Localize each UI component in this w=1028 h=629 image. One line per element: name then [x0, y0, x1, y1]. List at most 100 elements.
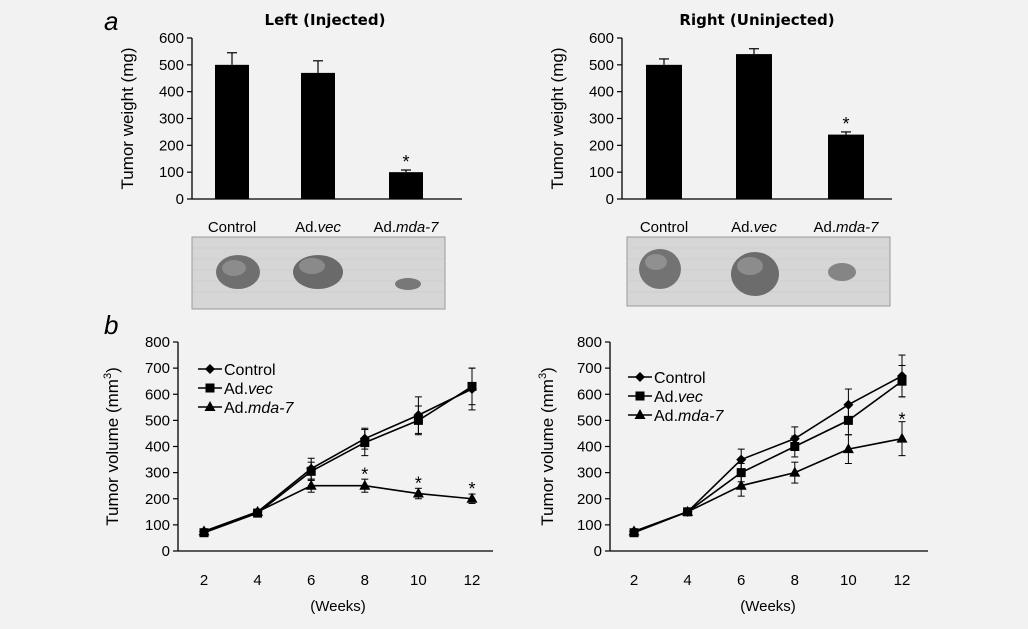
- chart-title: Left (Injected): [265, 11, 386, 29]
- y-tick-label: 200: [577, 491, 602, 508]
- chart-line_right: 0 100 200 300 400 500 600 700 800 Tumor volume (m…: [537, 334, 928, 615]
- data-point: [735, 479, 747, 490]
- significance-marker: *: [468, 479, 475, 499]
- legend-marker: [635, 372, 645, 382]
- data-point: [359, 479, 371, 490]
- data-point: [305, 479, 317, 490]
- significance-marker: *: [842, 114, 849, 134]
- y-tick-label: 200: [145, 491, 170, 508]
- significance-marker: *: [402, 152, 409, 172]
- x-tick-label: 2: [630, 572, 638, 589]
- legend-entry: Ad.mda-7: [654, 408, 724, 425]
- y-axis-label: Tumor weight (mg): [548, 47, 567, 189]
- y-tick-label: 400: [159, 84, 184, 101]
- x-tick-label: 8: [361, 572, 369, 589]
- x-tick-label: 10: [410, 572, 427, 589]
- x-tick-label: 12: [464, 572, 481, 589]
- chart-line_left: 0 100 200 300 400 500 600 700 800 Tumor volume (m…: [102, 334, 493, 615]
- data-point: [896, 432, 908, 443]
- data-point: [736, 454, 747, 465]
- data-point: [897, 376, 907, 386]
- legend-marker: [635, 391, 645, 401]
- y-tick-label: 600: [159, 30, 184, 47]
- y-tick-label: 100: [159, 164, 184, 181]
- chart-bar_right: 0 100 200 300 400 500 600 Tumor weight (mg) Righ…: [548, 11, 892, 236]
- tumor-photo-right: [626, 236, 891, 307]
- legend-entry: Control: [654, 370, 706, 387]
- x-tick-label: 6: [307, 572, 315, 589]
- y-tick-label: 100: [589, 164, 614, 181]
- x-tick-label: 12: [894, 572, 911, 589]
- category-label: Ad.vec: [731, 219, 777, 236]
- tumor-photo-left: [191, 236, 446, 310]
- y-tick-label: 0: [176, 191, 184, 208]
- y-axis-label: Tumor volume (mm3): [102, 367, 122, 526]
- y-tick-label: 400: [145, 439, 170, 456]
- bar-3: [389, 172, 423, 199]
- data-point: [413, 415, 423, 425]
- y-tick-label: 0: [594, 543, 602, 560]
- legend-entry: Ad.vec: [224, 381, 273, 398]
- data-point: [789, 466, 801, 477]
- series-3: [198, 478, 478, 536]
- y-tick-label: 0: [162, 543, 170, 560]
- y-tick-label: 400: [589, 84, 614, 101]
- data-point: [842, 443, 854, 454]
- data-point: [843, 399, 854, 410]
- legend-marker: [205, 364, 215, 374]
- data-point: [736, 468, 746, 478]
- data-point: [628, 525, 640, 536]
- y-axis-label: Tumor weight (mg): [118, 47, 137, 189]
- significance-marker: *: [415, 474, 422, 494]
- y-tick-label: 200: [159, 137, 184, 154]
- series-line: [203, 484, 473, 533]
- series-line: [633, 437, 903, 533]
- category-label: Ad.vec: [295, 219, 341, 236]
- y-tick-label: 600: [589, 30, 614, 47]
- category-label: Control: [208, 219, 256, 236]
- y-tick-label: 700: [577, 360, 602, 377]
- y-tick-label: 800: [577, 334, 602, 351]
- x-tick-label: 8: [791, 572, 799, 589]
- x-tick-label: 4: [683, 572, 691, 589]
- category-label: Ad.mda-7: [813, 219, 879, 236]
- x-tick-label: 4: [253, 572, 261, 589]
- data-point: [467, 381, 477, 391]
- panel-label-b: b: [104, 310, 118, 340]
- y-tick-label: 500: [159, 57, 184, 74]
- legend-entry: Ad.vec: [654, 389, 703, 406]
- data-point: [412, 487, 424, 498]
- y-tick-label: 100: [577, 517, 602, 534]
- bar-3: [828, 134, 864, 199]
- x-tick-label: 10: [840, 572, 857, 589]
- chart-title: Right (Uninjected): [679, 11, 834, 29]
- y-tick-label: 300: [159, 111, 184, 128]
- bar-1: [646, 64, 682, 199]
- y-tick-label: 700: [145, 360, 170, 377]
- data-point: [682, 505, 694, 516]
- significance-marker: *: [361, 465, 368, 485]
- bar-2: [736, 54, 772, 199]
- y-tick-label: 400: [577, 439, 602, 456]
- y-axis-label: Tumor volume (mm3): [537, 367, 557, 526]
- series-line: [203, 385, 473, 534]
- data-point: [843, 415, 853, 425]
- y-tick-label: 300: [145, 465, 170, 482]
- y-tick-label: 600: [145, 386, 170, 403]
- legend-marker: [204, 401, 216, 411]
- series-3: [628, 421, 908, 536]
- category-label: Control: [640, 219, 688, 236]
- significance-marker: *: [898, 410, 905, 430]
- data-point: [198, 525, 210, 536]
- bar-1: [215, 64, 249, 199]
- y-tick-label: 0: [606, 191, 614, 208]
- data-point: [306, 466, 316, 476]
- x-tick-label: 2: [200, 572, 208, 589]
- x-axis-label: (Weeks): [310, 598, 366, 615]
- y-tick-label: 600: [577, 386, 602, 403]
- legend-entry: Ad.mda-7: [224, 400, 294, 417]
- legend-entry: Control: [224, 362, 276, 379]
- y-tick-label: 200: [589, 137, 614, 154]
